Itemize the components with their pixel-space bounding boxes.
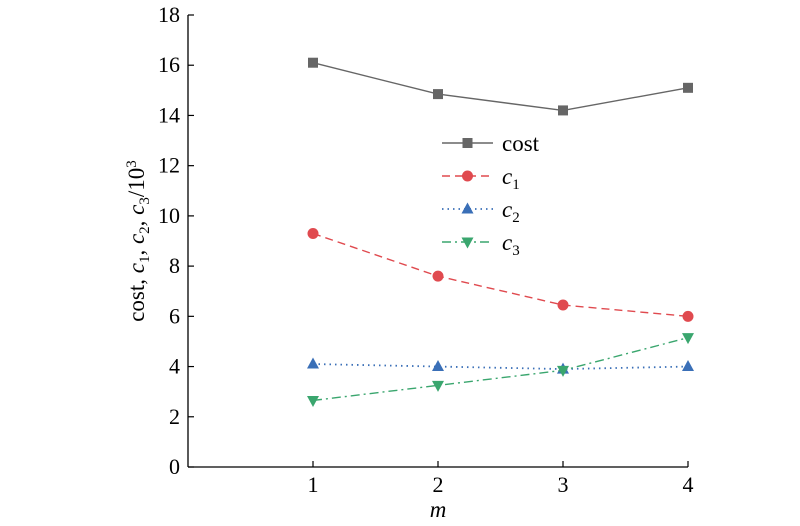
legend-marker-c1 (462, 170, 473, 182)
y-axis-title-part: 1 (137, 256, 153, 264)
y-axis-title-part: , (124, 244, 149, 256)
legend-label-subscript: 2 (512, 210, 520, 226)
y-axis-title-part: /10 (124, 168, 149, 197)
series-c3 (307, 333, 694, 407)
y-tick-label: 4 (169, 354, 180, 379)
legend-label-c2: c2 (502, 197, 520, 226)
y-axis-title-part: cost, (124, 273, 149, 322)
series-c1 (307, 227, 694, 322)
y-tick-label: 10 (158, 203, 180, 228)
legend-marker-cost (462, 138, 473, 148)
data-point-c3 (307, 395, 319, 407)
legend-label-main: c (502, 197, 512, 222)
legend-marker-c3 (461, 237, 474, 249)
legend-label-subscript: 1 (512, 177, 520, 193)
legend-label-subscript: 3 (512, 243, 520, 259)
series-cost (308, 57, 693, 116)
y-axis-title: cost, c1, c2, c3/103 (124, 160, 153, 322)
legend-label-main: cost (502, 131, 540, 156)
x-tick-label: 2 (433, 472, 444, 497)
data-point-cost (308, 57, 318, 68)
data-point-c1 (307, 227, 319, 239)
y-axis-title-part: 3 (137, 197, 153, 205)
data-point-c2 (432, 360, 444, 372)
legend-item-c3: c3 (442, 230, 520, 259)
legend-item-c2: c2 (442, 197, 520, 226)
data-point-c3 (432, 380, 444, 392)
data-point-c3 (682, 333, 694, 345)
legend-label-main: c (502, 230, 512, 255)
y-tick-label: 14 (158, 102, 180, 127)
data-point-c1 (557, 299, 569, 311)
y-axis-title-part: c (124, 205, 149, 215)
y-tick-label: 12 (158, 153, 180, 178)
y-axis-title-part: 2 (137, 226, 153, 234)
y-axis-title-part: c (124, 263, 149, 273)
y-axis-title-part: 3 (124, 160, 140, 168)
data-point-c2 (682, 360, 694, 372)
y-tick-label: 16 (158, 52, 180, 77)
series-layer (307, 57, 694, 407)
series-line-c3 (312, 337, 689, 402)
y-tick-label: 0 (169, 454, 180, 479)
x-axis-title: m (430, 497, 447, 522)
y-tick-label: 6 (169, 303, 180, 328)
y-tick-label: 2 (169, 404, 180, 429)
legend-label-c1: c1 (502, 164, 520, 193)
series-c2 (307, 357, 694, 374)
x-tick-label: 1 (308, 472, 319, 497)
data-point-c1 (432, 270, 444, 282)
data-point-cost (558, 105, 568, 116)
legend-label-main: c (502, 164, 512, 189)
y-tick-label: 8 (169, 253, 180, 278)
y-axis-title-part: , (124, 215, 149, 227)
data-point-cost (683, 82, 693, 93)
series-line-cost (312, 62, 689, 112)
data-point-c2 (307, 357, 319, 369)
legend-marker-c2 (461, 202, 474, 214)
series-line-c2 (312, 363, 689, 370)
y-axis-title-part: c (124, 234, 149, 244)
data-point-cost (433, 89, 443, 100)
series-line-c1 (312, 232, 689, 318)
x-tick-label: 3 (558, 472, 569, 497)
data-point-c3 (557, 365, 569, 377)
legend-label-cost: cost (502, 131, 540, 156)
y-tick-label: 18 (158, 2, 180, 27)
x-tick-label: 4 (683, 472, 694, 497)
data-point-c1 (682, 310, 694, 322)
legend-item-cost: cost (442, 131, 540, 156)
legend-item-c1: c1 (442, 164, 520, 193)
legend-label-c3: c3 (502, 230, 520, 259)
